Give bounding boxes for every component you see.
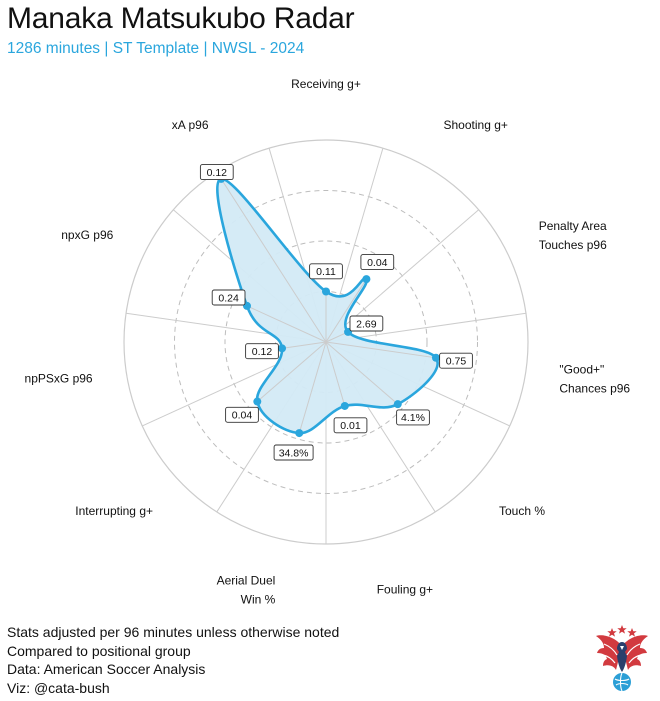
note-adjustment: Stats adjusted per 96 minutes unless oth… xyxy=(7,624,340,640)
svg-text:0.11: 0.11 xyxy=(316,266,336,278)
chart-title: Manaka Matsukubo Radar xyxy=(7,2,355,35)
category-label: npPSxG p96 xyxy=(25,372,93,386)
radar-point-spoke xyxy=(256,341,327,402)
svg-text:0.12: 0.12 xyxy=(252,346,273,358)
radar-point xyxy=(393,400,402,409)
value-label: 0.24 xyxy=(211,289,246,306)
value-label: 34.8% xyxy=(273,444,314,461)
radar-point-spoke xyxy=(325,341,437,359)
category-label: Aerial Duel Win % xyxy=(217,574,276,607)
category-label: Interrupting g+ xyxy=(75,504,153,518)
radar-point xyxy=(340,401,349,410)
grid-ring-dashed xyxy=(224,240,428,444)
radar-point-spoke xyxy=(298,341,327,434)
radar-point-spoke xyxy=(325,341,399,405)
note-comparison: Compared to positional group xyxy=(7,642,191,659)
grid-spoke xyxy=(325,209,479,343)
value-label: 0.11 xyxy=(309,263,343,280)
svg-text:0.04: 0.04 xyxy=(367,257,388,269)
svg-text:4.1%: 4.1% xyxy=(401,412,425,424)
radar-point-spoke xyxy=(325,341,346,407)
note-data-source: Data: American Soccer Analysis xyxy=(7,661,206,677)
radar-point xyxy=(278,344,287,353)
radar-point xyxy=(295,429,304,438)
radar-point-spoke xyxy=(325,278,367,343)
value-label: 0.12 xyxy=(245,343,279,360)
category-label: Receiving g+ xyxy=(291,77,361,91)
radar-point-spoke xyxy=(246,305,327,343)
category-label: Shooting g+ xyxy=(444,118,508,132)
radar-point-spoke xyxy=(220,178,327,343)
chart-subtitle: 1286 minutes | ST Template | NWSL - 2024 xyxy=(7,40,305,57)
radar-point xyxy=(253,397,262,406)
value-label: 4.1% xyxy=(396,409,430,426)
radar-point xyxy=(431,353,440,362)
category-label: Fouling g+ xyxy=(377,583,433,597)
value-label: 0.12 xyxy=(199,164,234,181)
radar-point-spoke xyxy=(281,341,327,349)
radar-point xyxy=(362,275,371,284)
radar-chart: 0.11 0.04 2.69 0.75 4.1% 0.01 34.8% 0.04 0.12 0.2… xyxy=(25,77,631,607)
svg-text:2.69: 2.69 xyxy=(356,318,377,330)
value-label: 0.01 xyxy=(333,417,368,434)
category-label: xA p96 xyxy=(172,118,209,132)
category-label: npxG p96 xyxy=(61,228,113,242)
eagle-soccer-ball-logo-icon xyxy=(596,625,648,692)
footer-notes: Stats adjusted per 96 minutes unless oth… xyxy=(7,623,339,697)
svg-text:0.24: 0.24 xyxy=(218,292,239,304)
value-label: 0.75 xyxy=(439,352,473,369)
radar-point-spoke xyxy=(325,331,349,343)
value-label: 0.04 xyxy=(225,406,259,423)
note-credit: Viz: @cata-bush xyxy=(7,679,110,696)
radar-area xyxy=(217,178,438,434)
svg-text:0.12: 0.12 xyxy=(207,167,228,179)
svg-text:0.75: 0.75 xyxy=(446,356,467,368)
category-label: Touch % xyxy=(499,504,545,518)
svg-text:0.04: 0.04 xyxy=(232,410,253,422)
radar-point xyxy=(322,287,330,296)
value-label: 0.04 xyxy=(360,254,395,271)
value-label: 2.69 xyxy=(349,315,384,332)
svg-text:0.01: 0.01 xyxy=(340,420,361,432)
svg-text:34.8%: 34.8% xyxy=(279,447,309,459)
category-label: Penalty Area Touches p96 xyxy=(539,219,607,252)
category-label: "Good+" Chances p96 xyxy=(559,363,630,396)
